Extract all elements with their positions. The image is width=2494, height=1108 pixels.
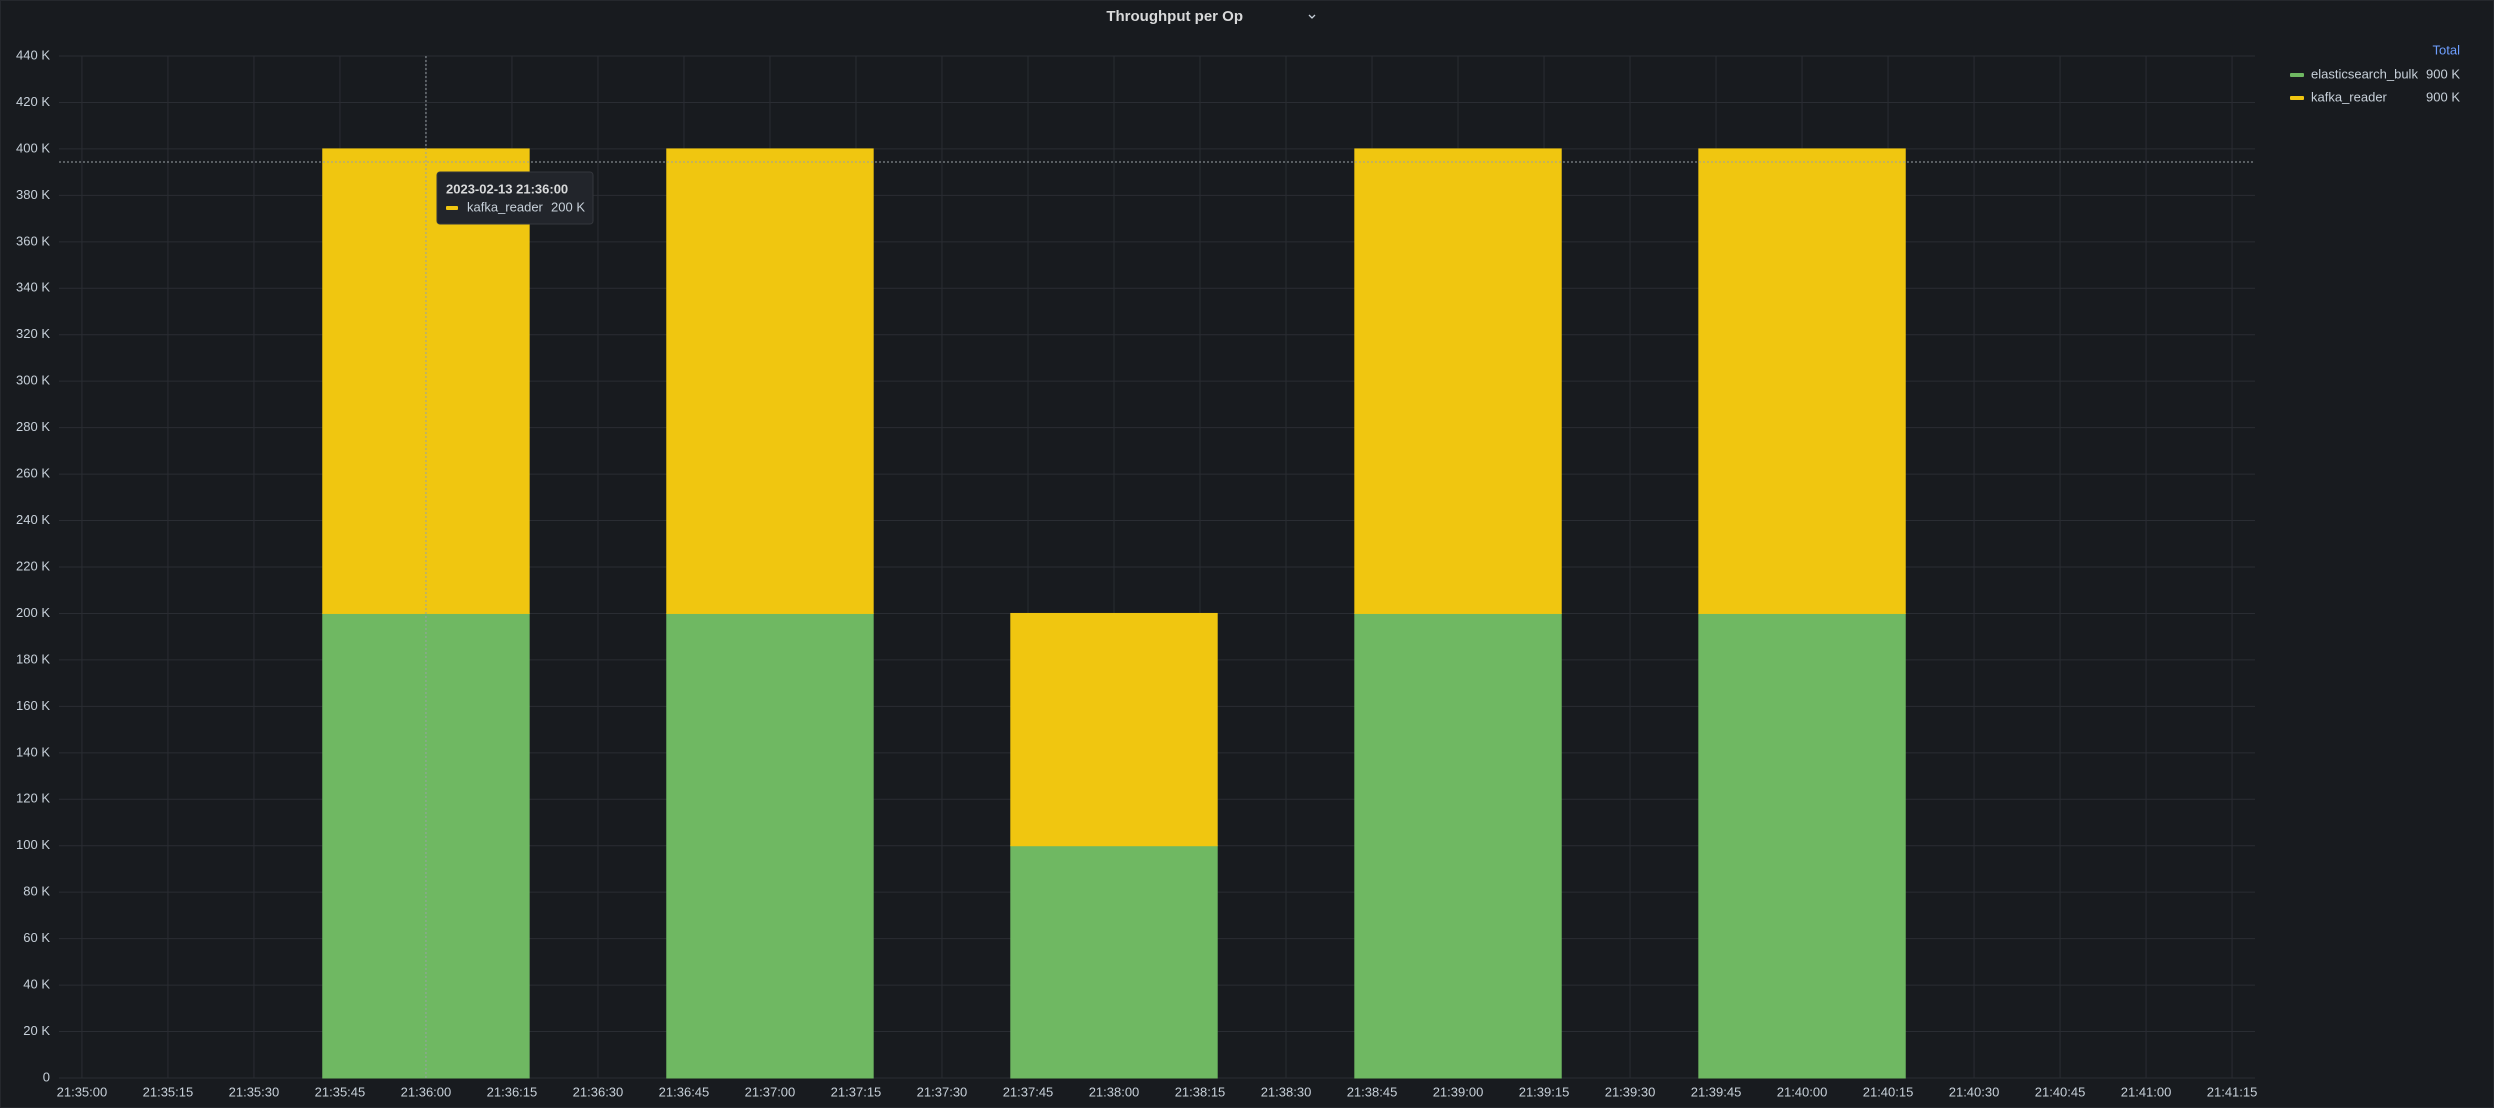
tooltip-box [436,171,594,225]
x-tick-label: 21:36:15 [487,1084,538,1099]
x-tick-label: 21:38:30 [1261,1084,1312,1099]
x-tick-label: 21:39:15 [1519,1084,1570,1099]
x-tick-label: 21:41:15 [2207,1084,2258,1099]
y-tick-label: 280 K [16,419,50,434]
bar[interactable] [666,612,874,1079]
y-tick-label: 420 K [16,94,50,109]
tooltip-swatch [446,206,458,210]
x-tick-label: 21:36:00 [401,1084,452,1099]
panel-header[interactable]: Throughput per Op [1106,8,1316,25]
x-tick-label: 21:41:00 [2121,1084,2172,1099]
y-tick-label: 260 K [16,466,50,481]
x-tick-label: 21:38:00 [1089,1084,1140,1099]
bar[interactable] [1010,845,1218,1079]
x-tick-label: 21:38:45 [1347,1084,1398,1099]
x-tick-label: 21:39:45 [1691,1084,1742,1099]
x-tick-label: 21:38:15 [1175,1084,1226,1099]
y-tick-label: 360 K [16,233,50,248]
legend-total: 900 K [2426,66,2460,81]
legend: Total elasticsearch_bulk 900 K kafka_reade… [2290,42,2460,104]
x-tick-label: 21:35:15 [143,1084,194,1099]
y-tick-label: 440 K [16,47,50,62]
x-tick-label: 21:35:30 [229,1084,280,1099]
tooltip-value: 200 K [551,199,585,214]
bar[interactable] [666,148,874,614]
y-tick-label: 0 [43,1069,50,1084]
y-tick-label: 340 K [16,280,50,295]
tooltip: 2023-02-13 21:36:00 kafka_reader 200 K [436,171,594,225]
x-tick-label: 21:36:45 [659,1084,710,1099]
y-tick-label: 300 K [16,373,50,388]
legend-total: 900 K [2426,89,2460,104]
x-tick-label: 21:39:00 [1433,1084,1484,1099]
legend-swatch[interactable] [2290,73,2304,77]
legend-label[interactable]: kafka_reader [2311,89,2388,104]
bar[interactable] [1698,612,1906,1079]
bar[interactable] [1354,612,1562,1079]
y-tick-label: 380 K [16,187,50,202]
y-tick-label: 20 K [23,1023,50,1038]
overlay: 2023-02-13 21:36:00 kafka_reader 200 K [59,56,2255,1078]
tooltip-series: kafka_reader [467,199,544,214]
y-tick-label: 40 K [23,977,50,992]
x-tick-label: 21:40:30 [1949,1084,2000,1099]
x-tick-label: 21:36:30 [573,1084,624,1099]
tooltip-time: 2023-02-13 21:36:00 [446,181,568,196]
y-tick-label: 400 K [16,140,50,155]
y-tick-label: 180 K [16,651,50,666]
x-tick-label: 21:35:45 [315,1084,366,1099]
x-tick-label: 21:37:30 [917,1084,968,1099]
x-tick-label: 21:40:45 [2035,1084,2086,1099]
title-chevron[interactable] [1308,14,1316,19]
bar[interactable] [1354,148,1562,614]
x-tick-label: 21:40:00 [1777,1084,1828,1099]
x-tick-label: 21:39:30 [1605,1084,1656,1099]
y-tick-label: 220 K [16,558,50,573]
legend-swatch[interactable] [2290,96,2304,100]
x-tick-label: 21:40:15 [1863,1084,1914,1099]
y-tick-label: 320 K [16,326,50,341]
y-tick-label: 240 K [16,512,50,527]
axes: 0 20 K 40 K 60 K 80 K 100 K 120 K 140 K 160 K 180… [16,47,2257,1099]
y-tick-label: 80 K [23,884,50,899]
x-tick-label: 21:37:15 [831,1084,882,1099]
chart-title[interactable]: Throughput per Op [1106,8,1243,25]
bar[interactable] [1698,148,1906,614]
y-tick-label: 100 K [16,837,50,852]
legend-header[interactable]: Total [2433,42,2461,57]
x-tick-label: 21:37:00 [745,1084,796,1099]
y-tick-label: 120 K [16,791,50,806]
y-tick-label: 200 K [16,605,50,620]
y-tick-label: 60 K [23,930,50,945]
y-tick-label: 140 K [16,744,50,759]
x-tick-label: 21:35:00 [57,1084,108,1099]
legend-label[interactable]: elasticsearch_bulk [2311,66,2418,81]
bar[interactable] [1010,612,1218,847]
y-tick-label: 160 K [16,698,50,713]
bars [322,148,1906,1079]
x-tick-label: 21:37:45 [1003,1084,1054,1099]
